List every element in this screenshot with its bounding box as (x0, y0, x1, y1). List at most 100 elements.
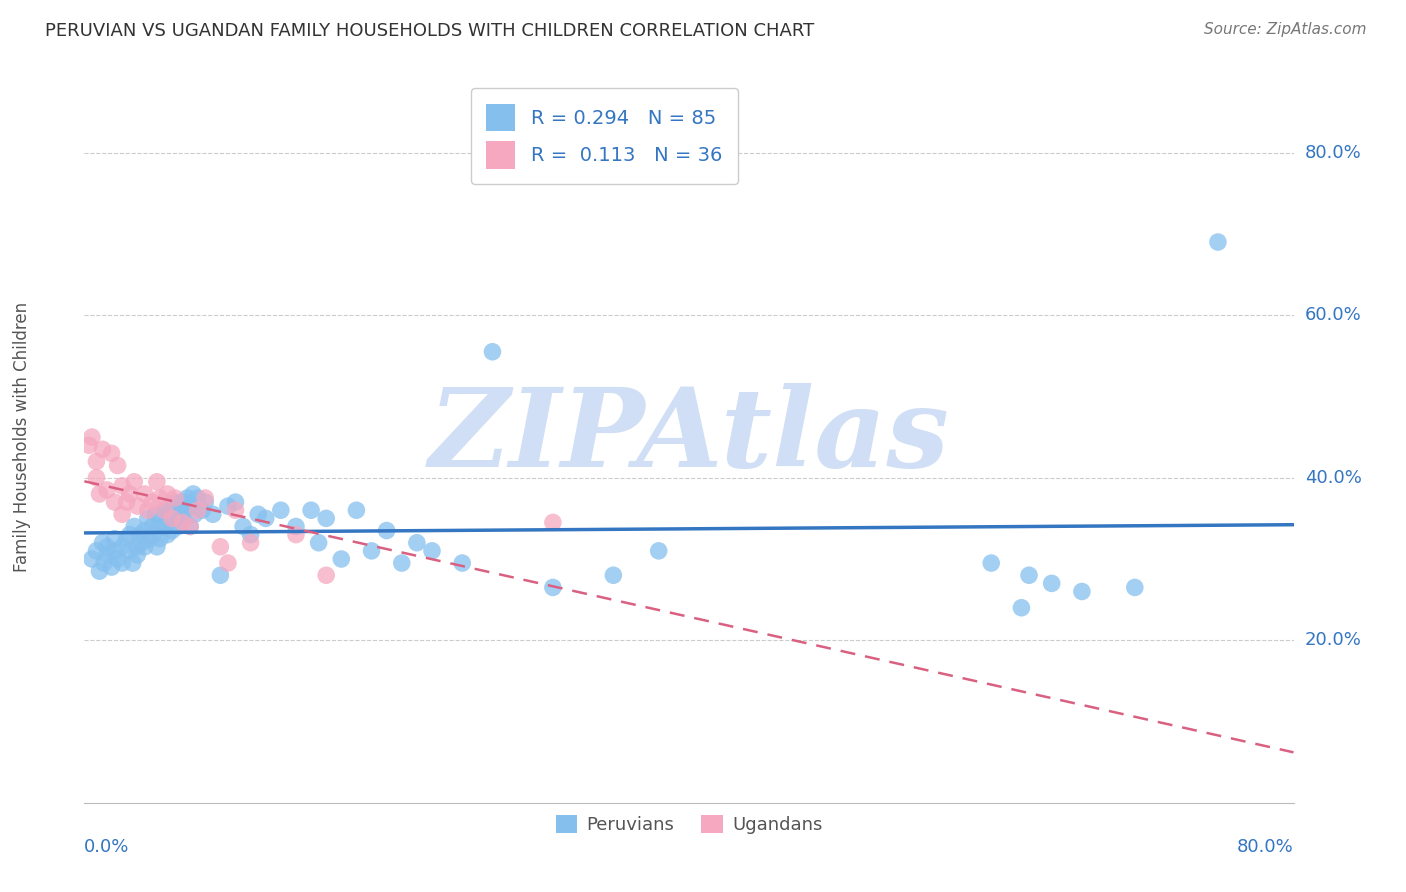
Point (153, 503, 176, 517)
Text: 80.0%: 80.0% (1237, 838, 1294, 855)
Point (165, 495, 187, 509)
Point (80, 552, 103, 566)
Point (225, 495, 247, 509)
Point (153, 503, 176, 517)
Point (145, 508, 167, 522)
Point (201, 508, 224, 522)
Point (100, 446, 122, 460)
Point (134, 540, 156, 554)
Point (149, 532, 172, 546)
Point (152, 519, 174, 533)
Point (146, 540, 169, 554)
Point (104, 532, 127, 546)
Point (217, 556, 239, 570)
Point (346, 503, 368, 517)
Point (156, 527, 179, 541)
Text: 60.0%: 60.0% (1305, 306, 1361, 324)
Point (285, 527, 308, 541)
Point (160, 524, 183, 538)
Point (375, 524, 398, 538)
Point (191, 503, 214, 517)
Point (172, 516, 194, 530)
Point (360, 544, 382, 558)
Point (1011, 600, 1033, 615)
Point (308, 535, 330, 549)
Point (1206, 235, 1229, 249)
Point (134, 487, 156, 501)
Point (239, 535, 262, 549)
Point (141, 495, 163, 509)
Point (111, 540, 134, 554)
Point (115, 532, 138, 546)
Point (172, 511, 194, 525)
Point (100, 560, 122, 574)
Point (1040, 576, 1063, 591)
Point (172, 495, 194, 509)
Point (80, 430, 103, 444)
Text: PERUVIAN VS UGANDAN FAMILY HOUSEHOLDS WITH CHILDREN CORRELATION CHART: PERUVIAN VS UGANDAN FAMILY HOUSEHOLDS WI… (45, 22, 814, 40)
Point (118, 544, 141, 558)
Point (156, 487, 179, 501)
Point (141, 527, 163, 541)
Point (181, 487, 204, 501)
Point (146, 475, 169, 489)
Point (111, 556, 134, 570)
Point (176, 491, 198, 505)
Point (136, 503, 159, 517)
Point (285, 519, 308, 533)
Legend: Peruvians, Ugandans: Peruvians, Ugandans (548, 807, 830, 841)
Point (111, 508, 134, 522)
Point (89, 564, 111, 578)
Point (91, 442, 114, 457)
Point (122, 519, 145, 533)
Point (648, 544, 671, 558)
Point (194, 491, 217, 505)
Point (134, 524, 156, 538)
Point (93, 556, 115, 570)
Point (138, 532, 160, 546)
Point (451, 556, 474, 570)
Point (541, 516, 564, 530)
Text: Source: ZipAtlas.com: Source: ZipAtlas.com (1204, 22, 1367, 37)
Point (247, 508, 270, 522)
Text: 40.0%: 40.0% (1305, 468, 1361, 487)
Point (217, 499, 239, 513)
Point (1071, 584, 1094, 599)
Point (1123, 581, 1146, 595)
Point (174, 503, 197, 517)
Point (104, 495, 127, 509)
Point (118, 527, 141, 541)
Point (160, 511, 183, 525)
Point (179, 499, 201, 513)
Point (89, 487, 111, 501)
Point (270, 503, 292, 517)
Point (111, 479, 134, 493)
Point (481, 344, 503, 359)
Point (149, 491, 172, 505)
Point (107, 552, 129, 566)
Point (96, 548, 118, 562)
Point (121, 556, 143, 570)
Point (254, 511, 277, 525)
Point (232, 519, 254, 533)
Point (194, 495, 217, 509)
Point (183, 508, 205, 522)
Point (315, 568, 337, 582)
Point (107, 458, 129, 473)
Point (159, 503, 181, 517)
Point (187, 491, 209, 505)
Point (96, 540, 118, 554)
Point (209, 568, 232, 582)
Point (77, 438, 100, 452)
Text: 20.0%: 20.0% (1305, 632, 1361, 649)
Point (602, 568, 624, 582)
Point (127, 499, 149, 513)
Point (91, 535, 114, 549)
Point (541, 581, 564, 595)
Point (187, 503, 209, 517)
Text: ZIPAtlas: ZIPAtlas (429, 384, 949, 491)
Point (86, 544, 108, 558)
Point (129, 527, 152, 541)
Point (127, 548, 149, 562)
Text: 80.0%: 80.0% (1305, 144, 1361, 161)
